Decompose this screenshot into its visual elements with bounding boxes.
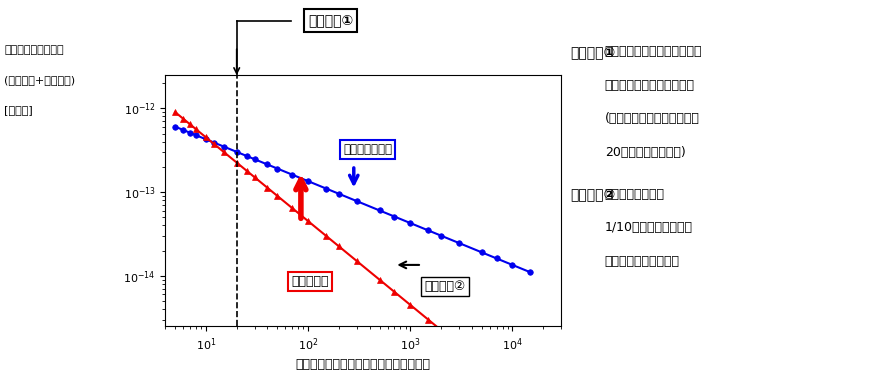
Text: 本提案手法により: 本提案手法により (604, 188, 664, 201)
X-axis label: 量子もつれ状態を構成する量子ビット数: 量子もつれ状態を構成する量子ビット数 (295, 358, 430, 371)
Text: [テスラ]: [テスラ] (4, 105, 33, 115)
Text: 正しい値からのずれ: 正しい値からのずれ (4, 45, 64, 55)
Text: (今回の数値実証ではおよそ: (今回の数値実証ではおよそ (604, 112, 699, 126)
Text: 同じ精度に到達できる: 同じ精度に到達できる (604, 255, 679, 268)
Text: 量子ビット数が多くなるほど: 量子ビット数が多くなるほど (604, 45, 701, 58)
Text: 1/10の量子ビット数で: 1/10の量子ビット数で (604, 221, 692, 234)
Text: ポイント①: ポイント① (569, 45, 614, 59)
Text: (統計誤差+系統誤差): (統計誤差+系統誤差) (4, 75, 76, 85)
Text: 本提案手法無し: 本提案手法無し (342, 143, 392, 156)
Text: ポイント②: ポイント② (424, 280, 465, 293)
Text: ポイント②: ポイント② (569, 188, 614, 201)
Text: ポイント①: ポイント① (308, 13, 353, 28)
Text: 20量子ビットが境界): 20量子ビットが境界) (604, 146, 685, 159)
Text: 本提案手法の精度が優る。: 本提案手法の精度が優る。 (604, 79, 693, 92)
Text: 本提案手法: 本提案手法 (291, 275, 328, 288)
